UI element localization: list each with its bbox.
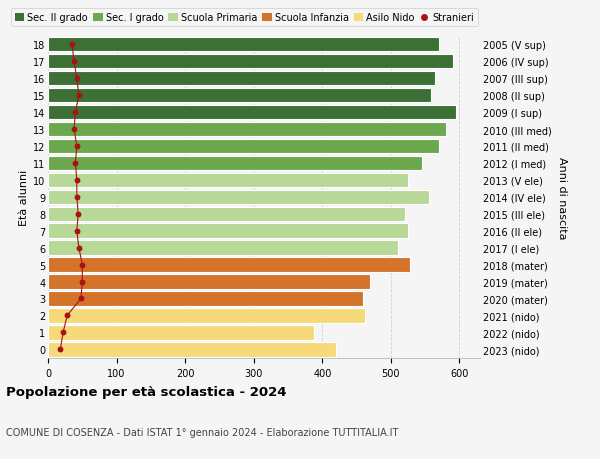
Text: COMUNE DI COSENZA - Dati ISTAT 1° gennaio 2024 - Elaborazione TUTTITALIA.IT: COMUNE DI COSENZA - Dati ISTAT 1° gennai… [6, 427, 398, 437]
Point [72, 228, 82, 235]
Point [58, 329, 68, 336]
Point [71, 160, 80, 167]
Y-axis label: Età alunni: Età alunni [19, 169, 29, 225]
Bar [48, 241, 398, 255]
Point [74, 245, 83, 252]
Bar [48, 140, 439, 154]
Point [77, 278, 87, 285]
Bar [48, 207, 404, 221]
Point [77, 261, 87, 269]
Point [72, 194, 82, 201]
Bar [48, 258, 410, 272]
Legend: Sec. II grado, Sec. I grado, Scuola Primaria, Scuola Infanzia, Asilo Nido, Stran: Sec. II grado, Sec. I grado, Scuola Prim… [11, 10, 478, 27]
Point [72, 143, 82, 150]
Bar [48, 123, 446, 137]
Point [76, 295, 86, 302]
Point [74, 92, 83, 100]
Point [71, 109, 80, 117]
Bar [48, 157, 422, 171]
Point [67, 41, 77, 49]
Bar [48, 190, 428, 205]
Bar [48, 291, 364, 306]
Bar [48, 342, 336, 357]
Bar [48, 106, 456, 120]
Bar [48, 55, 452, 69]
Bar [48, 89, 431, 103]
Bar [48, 72, 436, 86]
Bar [48, 224, 408, 238]
Point [62, 312, 72, 319]
Bar [48, 38, 439, 52]
Point [69, 58, 79, 66]
Point [73, 211, 83, 218]
Bar [48, 325, 314, 340]
Point [72, 75, 82, 83]
Bar [48, 173, 408, 188]
Bar [48, 308, 365, 323]
Bar [48, 275, 370, 289]
Point [69, 126, 79, 134]
Y-axis label: Anni di nascita: Anni di nascita [557, 156, 567, 239]
Text: Popolazione per età scolastica - 2024: Popolazione per età scolastica - 2024 [6, 386, 287, 398]
Point [72, 177, 82, 184]
Point [56, 346, 65, 353]
